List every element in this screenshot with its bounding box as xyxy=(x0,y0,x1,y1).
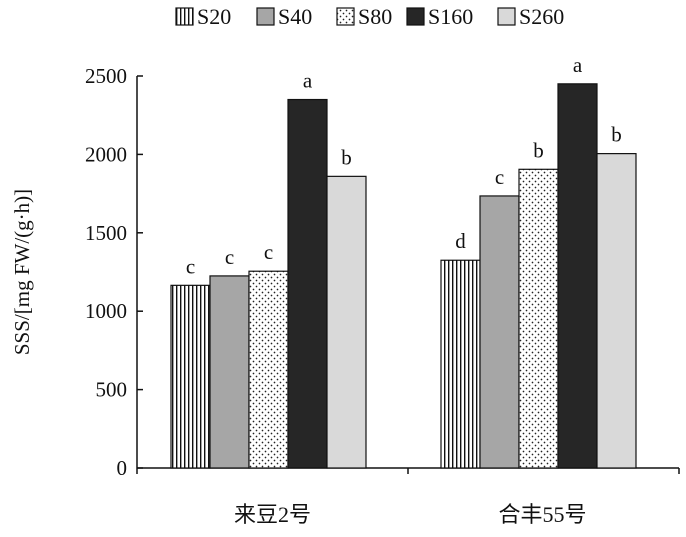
x-category-label: 来豆2号 xyxy=(234,502,311,527)
bar-s20-1 xyxy=(170,284,211,469)
significance-label: b xyxy=(341,145,352,169)
y-tick-label: 500 xyxy=(96,378,128,402)
legend-label-s40: S40 xyxy=(278,4,312,29)
bar-s260-2 xyxy=(596,153,637,469)
legend-swatch-s160 xyxy=(406,7,425,26)
y-tick-label: 2500 xyxy=(85,64,127,88)
significance-label: b xyxy=(611,123,622,147)
bar-s260-1 xyxy=(326,175,367,469)
legend-swatch-s260 xyxy=(497,7,516,26)
legend-label-s260: S260 xyxy=(519,4,564,29)
bar-s160-1 xyxy=(287,98,328,469)
bars xyxy=(170,83,637,469)
x-axis: 来豆2号 合丰55号 xyxy=(136,467,680,527)
y-tick-label: 1500 xyxy=(85,221,127,245)
legend: S20 S40 S80 S160 S260 xyxy=(175,4,564,29)
legend-swatch-s80 xyxy=(336,7,355,26)
bar-s40-2 xyxy=(479,195,520,469)
legend-label-s80: S80 xyxy=(358,4,392,29)
significance-label: b xyxy=(533,138,544,162)
x-category-label: 合丰55号 xyxy=(498,502,586,527)
bar-s80-1 xyxy=(248,270,289,469)
y-axis: 0 500 1000 1500 2000 2500 xyxy=(85,64,143,480)
bar-s20-2 xyxy=(440,259,481,469)
y-axis-label: SSS/[mg FW/(g·h)] xyxy=(10,189,34,355)
significance-label: c xyxy=(186,254,195,278)
bar-s160-2 xyxy=(557,83,598,469)
legend-swatch-s40 xyxy=(256,7,275,26)
bar-s80-2 xyxy=(518,168,559,469)
legend-swatch-s20 xyxy=(175,7,194,26)
significance-label: c xyxy=(264,240,273,264)
legend-label-s20: S20 xyxy=(197,4,231,29)
y-tick-label: 2000 xyxy=(85,142,127,166)
significance-label: c xyxy=(225,245,234,269)
legend-label-s160: S160 xyxy=(428,4,473,29)
significance-label: c xyxy=(495,165,504,189)
significance-label: a xyxy=(303,69,313,93)
significance-label: a xyxy=(573,53,583,77)
y-tick-label: 1000 xyxy=(85,299,127,323)
y-tick-label: 0 xyxy=(117,456,128,480)
significance-label: d xyxy=(455,229,466,253)
significance-labels: c c c a b d c b a b xyxy=(186,53,622,278)
bar-s40-1 xyxy=(209,275,250,469)
